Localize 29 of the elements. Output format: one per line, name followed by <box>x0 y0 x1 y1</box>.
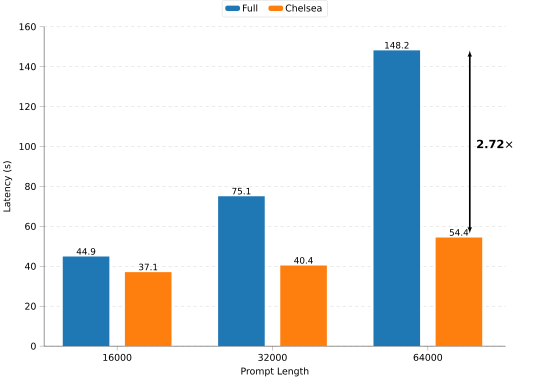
bar <box>218 196 265 346</box>
y-tick-label: 120 <box>20 103 36 110</box>
x-axis-title: Prompt Length <box>241 368 308 377</box>
annotation: 2.72× <box>477 140 512 148</box>
data-label: 54.4 <box>450 229 468 236</box>
bar <box>124 272 172 346</box>
y-tick-label: 40 <box>24 263 36 270</box>
y-tick-label: 140 <box>20 63 36 70</box>
x-tick-label: 16000 <box>103 354 132 362</box>
y-tick-label: 80 <box>25 183 36 190</box>
legend-label: Chelsea <box>286 4 322 12</box>
bar <box>280 266 327 346</box>
y-tick-label: 60 <box>25 223 36 230</box>
x-tick-label: 64000 <box>414 354 442 362</box>
bar <box>62 256 110 346</box>
data-label: 40.4 <box>294 257 313 264</box>
data-label: 37.1 <box>139 264 158 271</box>
bar <box>373 50 420 346</box>
y-tick-label: 0 <box>31 342 36 350</box>
data-label: 75.1 <box>232 188 250 195</box>
data-label: 148.2 <box>385 42 409 49</box>
data-label: 44.9 <box>76 248 96 256</box>
y-tick-label: 100 <box>20 143 36 150</box>
bar <box>436 238 482 346</box>
legend-label: Full <box>242 4 258 12</box>
y-tick-label: 20 <box>25 302 36 310</box>
x-tick-label: 32000 <box>258 354 287 362</box>
y-tick-label: 160 <box>20 23 36 31</box>
y-axis-title: Latency (s) <box>3 162 12 212</box>
